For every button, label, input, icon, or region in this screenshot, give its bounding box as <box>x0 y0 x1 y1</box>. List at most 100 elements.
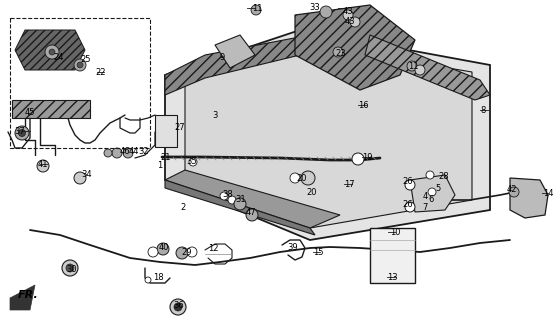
Text: 40: 40 <box>159 243 170 252</box>
Text: 47: 47 <box>246 207 257 217</box>
Circle shape <box>66 264 74 272</box>
Text: 26: 26 <box>402 177 412 186</box>
Text: 3: 3 <box>212 110 218 119</box>
Circle shape <box>112 148 122 158</box>
Text: 22: 22 <box>95 68 105 76</box>
Circle shape <box>352 153 364 165</box>
Text: 11: 11 <box>252 4 262 12</box>
Text: 41: 41 <box>38 159 49 169</box>
Circle shape <box>157 243 169 255</box>
Text: 6: 6 <box>428 195 434 204</box>
Circle shape <box>234 198 246 210</box>
Bar <box>370 228 415 283</box>
Text: 29: 29 <box>181 247 191 257</box>
Text: 25: 25 <box>80 54 90 63</box>
Circle shape <box>407 61 417 71</box>
Circle shape <box>104 149 112 157</box>
Text: 19: 19 <box>362 153 373 162</box>
Text: 32: 32 <box>138 147 148 156</box>
Polygon shape <box>165 30 490 240</box>
Text: 33: 33 <box>309 3 320 12</box>
Polygon shape <box>165 35 310 95</box>
Text: 1: 1 <box>157 161 162 170</box>
Text: 43: 43 <box>345 17 355 26</box>
Circle shape <box>405 202 415 212</box>
Circle shape <box>228 196 236 204</box>
Text: 7: 7 <box>422 203 427 212</box>
Text: FR.: FR. <box>18 290 39 300</box>
Bar <box>155 115 177 147</box>
Text: 10: 10 <box>390 228 401 236</box>
Polygon shape <box>215 35 255 68</box>
Text: 45: 45 <box>25 108 36 116</box>
Text: 31: 31 <box>235 195 246 204</box>
Circle shape <box>405 180 415 190</box>
Text: 23: 23 <box>335 49 345 58</box>
Circle shape <box>45 45 59 59</box>
Text: 17: 17 <box>344 180 355 188</box>
Polygon shape <box>410 175 455 212</box>
Text: 11: 11 <box>408 61 418 70</box>
Text: 14: 14 <box>543 188 554 197</box>
Circle shape <box>189 158 197 166</box>
Text: 12: 12 <box>208 244 219 252</box>
Text: 44: 44 <box>129 147 140 156</box>
Circle shape <box>246 209 258 221</box>
Circle shape <box>415 65 425 75</box>
Text: 36: 36 <box>173 300 184 309</box>
Polygon shape <box>510 178 548 218</box>
Circle shape <box>37 160 49 172</box>
Circle shape <box>18 130 26 137</box>
Polygon shape <box>365 35 490 100</box>
Text: 9: 9 <box>220 52 225 61</box>
Circle shape <box>62 260 78 276</box>
Text: 37: 37 <box>14 126 25 135</box>
Circle shape <box>301 171 315 185</box>
Circle shape <box>170 299 186 315</box>
Circle shape <box>350 17 360 27</box>
Text: 15: 15 <box>313 247 324 257</box>
Circle shape <box>320 6 332 18</box>
Text: 26: 26 <box>402 199 412 209</box>
Text: 18: 18 <box>153 274 163 283</box>
Circle shape <box>123 148 133 158</box>
Text: 42: 42 <box>507 185 517 194</box>
Circle shape <box>15 126 29 140</box>
Bar <box>10 18 150 148</box>
Text: 27: 27 <box>174 123 185 132</box>
Polygon shape <box>10 285 35 310</box>
Text: 43: 43 <box>343 6 354 15</box>
Circle shape <box>74 59 86 71</box>
Circle shape <box>428 188 436 196</box>
Text: 4: 4 <box>423 191 428 201</box>
Polygon shape <box>15 30 85 70</box>
Text: 28: 28 <box>438 172 449 180</box>
Circle shape <box>77 62 83 68</box>
Circle shape <box>49 49 55 55</box>
Polygon shape <box>185 43 472 228</box>
Text: 46: 46 <box>120 147 131 156</box>
Circle shape <box>145 277 151 283</box>
Text: 24: 24 <box>53 52 64 61</box>
Text: 30: 30 <box>66 265 76 274</box>
Circle shape <box>343 10 353 20</box>
Polygon shape <box>165 170 340 228</box>
Circle shape <box>174 303 182 311</box>
Text: 5: 5 <box>435 183 440 193</box>
Polygon shape <box>295 5 415 90</box>
Text: 39: 39 <box>287 243 297 252</box>
Text: 13: 13 <box>387 273 398 282</box>
Text: 20: 20 <box>296 173 306 182</box>
Text: 20: 20 <box>306 188 316 196</box>
Circle shape <box>148 247 158 257</box>
Polygon shape <box>12 100 90 118</box>
Text: 35: 35 <box>186 156 196 165</box>
Polygon shape <box>165 180 315 235</box>
Text: 21: 21 <box>160 153 171 162</box>
Circle shape <box>333 47 343 57</box>
Circle shape <box>176 247 188 259</box>
Text: 34: 34 <box>81 170 92 179</box>
Circle shape <box>187 247 197 257</box>
Circle shape <box>74 172 86 184</box>
Circle shape <box>509 187 519 197</box>
